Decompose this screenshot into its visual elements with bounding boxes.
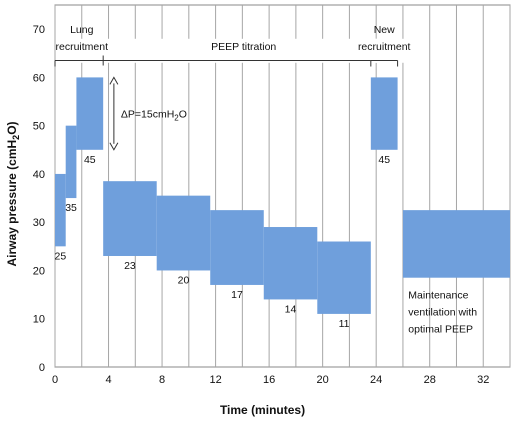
x-tick-label: 4 <box>105 374 111 386</box>
bar-data-label: 14 <box>285 303 297 315</box>
y-tick-label: 30 <box>33 217 45 229</box>
arrow-head <box>109 142 119 151</box>
bar-data-label: 25 <box>55 250 67 262</box>
annotation-maintenance: Maintenance <box>408 290 468 302</box>
x-tick-label: 12 <box>209 374 221 386</box>
bar-data-label: 35 <box>65 202 77 214</box>
tick-labels: 0 4 8 12 16 20 24 28 32 0 10 20 30 40 50 60 70 <box>33 24 490 386</box>
x-axis-title: Time (minutes) <box>220 403 305 417</box>
bar-data-label: 45 <box>378 154 390 166</box>
annotation-background <box>56 38 380 63</box>
x-tick-label: 8 <box>159 374 165 386</box>
bar <box>317 241 371 314</box>
bar <box>402 210 510 278</box>
arrow-head <box>109 76 119 85</box>
annotation-lung-recruitment: Lung <box>70 24 94 36</box>
y-tick-label: 50 <box>33 121 45 133</box>
bar <box>65 125 77 199</box>
bar-data-label: 45 <box>84 154 96 166</box>
grid-lines <box>54 5 511 367</box>
annotations-layer: Lung recruitment PEEP titration New recruitm… <box>54 24 477 335</box>
bar <box>156 195 211 271</box>
annotation-peep-titration: PEEP titration <box>211 41 276 53</box>
bar <box>76 77 104 150</box>
bar <box>263 227 318 300</box>
bar-data-label: 11 <box>339 318 350 330</box>
y-tick-label: 40 <box>33 169 45 181</box>
bar <box>370 77 398 150</box>
bar-data-label: 20 <box>178 274 190 286</box>
y-tick-label: 60 <box>33 72 45 84</box>
annotation-maintenance: optimal PEEP <box>408 323 473 335</box>
annotation-delta-p: ΔP=15cmH2O <box>121 109 187 123</box>
y-tick-label: 10 <box>33 314 45 326</box>
annotation-new-recruitment: recruitment <box>358 41 411 53</box>
bar <box>103 181 157 256</box>
annotation-background <box>354 38 406 63</box>
annotation-maintenance: ventilation with <box>408 306 477 318</box>
x-tick-label: 20 <box>317 374 329 386</box>
y-tick-label: 70 <box>33 24 45 36</box>
y-axis-title: Airway pressure (cmH2O) <box>5 121 21 266</box>
y-tick-label: 0 <box>39 362 45 374</box>
x-tick-label: 32 <box>477 374 489 386</box>
annotation-lung-recruitment: recruitment <box>56 41 109 53</box>
bar-data-label: 23 <box>124 260 136 272</box>
bar-data-label: 17 <box>231 289 243 301</box>
bar <box>210 210 264 285</box>
x-tick-label: 24 <box>370 374 382 386</box>
bar <box>55 173 66 247</box>
x-tick-label: 28 <box>424 374 436 386</box>
bars-layer: 25 35 45 23 20 17 14 11 45 <box>55 77 510 330</box>
x-tick-label: 16 <box>263 374 275 386</box>
annotation-new-recruitment: New <box>374 24 395 36</box>
y-tick-label: 20 <box>33 265 45 277</box>
x-tick-label: 0 <box>52 374 58 386</box>
